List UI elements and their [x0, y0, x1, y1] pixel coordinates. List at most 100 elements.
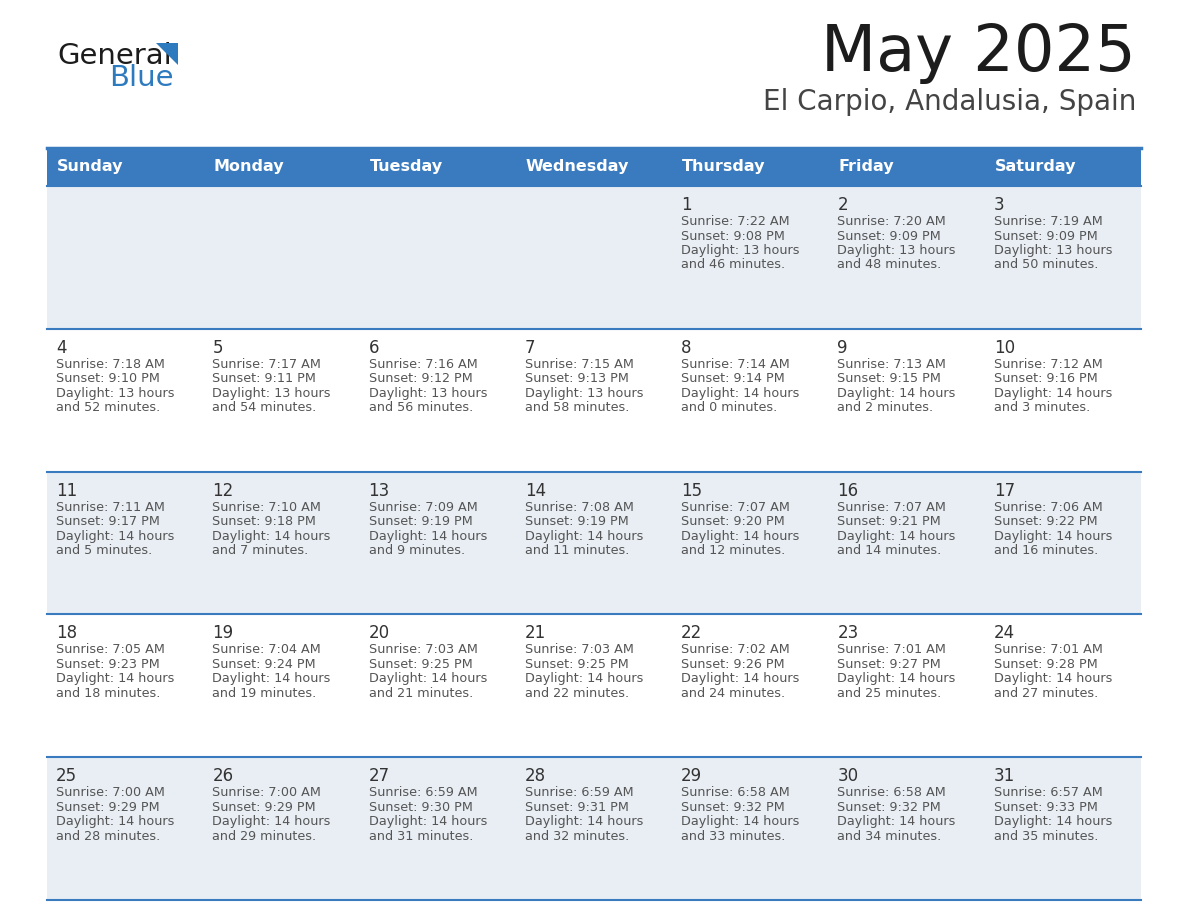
- Text: Sunrise: 7:03 AM: Sunrise: 7:03 AM: [368, 644, 478, 656]
- Bar: [360, 757, 516, 900]
- Bar: [203, 148, 360, 186]
- Text: 16: 16: [838, 482, 859, 499]
- Bar: [985, 757, 1140, 900]
- Text: and 18 minutes.: and 18 minutes.: [56, 687, 160, 700]
- Text: and 56 minutes.: and 56 minutes.: [368, 401, 473, 414]
- Text: Daylight: 14 hours: Daylight: 14 hours: [368, 530, 487, 543]
- Text: Sunrise: 6:57 AM: Sunrise: 6:57 AM: [993, 786, 1102, 800]
- Text: and 33 minutes.: and 33 minutes.: [681, 830, 785, 843]
- Bar: [828, 472, 985, 614]
- Text: 27: 27: [368, 767, 390, 785]
- Text: Sunrise: 7:09 AM: Sunrise: 7:09 AM: [368, 500, 478, 513]
- Bar: [48, 329, 203, 472]
- Text: 18: 18: [56, 624, 77, 643]
- Text: 25: 25: [56, 767, 77, 785]
- Bar: [516, 329, 672, 472]
- Bar: [360, 329, 516, 472]
- Text: El Carpio, Andalusia, Spain: El Carpio, Andalusia, Spain: [763, 88, 1136, 116]
- Text: Sunrise: 7:18 AM: Sunrise: 7:18 AM: [56, 358, 165, 371]
- Polygon shape: [156, 43, 178, 65]
- Text: and 11 minutes.: and 11 minutes.: [525, 544, 630, 557]
- Text: Sunset: 9:33 PM: Sunset: 9:33 PM: [993, 800, 1098, 813]
- Text: Sunrise: 7:11 AM: Sunrise: 7:11 AM: [56, 500, 165, 513]
- Text: Sunrise: 7:15 AM: Sunrise: 7:15 AM: [525, 358, 633, 371]
- Text: Sunset: 9:20 PM: Sunset: 9:20 PM: [681, 515, 785, 528]
- Text: Friday: Friday: [839, 160, 895, 174]
- Text: Daylight: 14 hours: Daylight: 14 hours: [838, 672, 956, 686]
- Text: Sunset: 9:23 PM: Sunset: 9:23 PM: [56, 658, 159, 671]
- Text: Sunrise: 7:07 AM: Sunrise: 7:07 AM: [838, 500, 947, 513]
- Text: Daylight: 13 hours: Daylight: 13 hours: [213, 386, 330, 400]
- Bar: [672, 614, 828, 757]
- Text: and 9 minutes.: and 9 minutes.: [368, 544, 465, 557]
- Bar: [48, 472, 203, 614]
- Text: 21: 21: [525, 624, 546, 643]
- Text: 5: 5: [213, 339, 223, 357]
- Text: and 46 minutes.: and 46 minutes.: [681, 259, 785, 272]
- Text: Sunset: 9:09 PM: Sunset: 9:09 PM: [838, 230, 941, 242]
- Text: 31: 31: [993, 767, 1015, 785]
- Bar: [203, 472, 360, 614]
- Text: Sunrise: 7:03 AM: Sunrise: 7:03 AM: [525, 644, 633, 656]
- Bar: [48, 148, 203, 186]
- Bar: [203, 614, 360, 757]
- Bar: [360, 148, 516, 186]
- Bar: [672, 757, 828, 900]
- Text: Sunrise: 7:05 AM: Sunrise: 7:05 AM: [56, 644, 165, 656]
- Text: Daylight: 13 hours: Daylight: 13 hours: [525, 386, 644, 400]
- Bar: [828, 329, 985, 472]
- Text: Daylight: 14 hours: Daylight: 14 hours: [56, 672, 175, 686]
- Text: Daylight: 14 hours: Daylight: 14 hours: [681, 672, 800, 686]
- Text: Daylight: 14 hours: Daylight: 14 hours: [213, 530, 330, 543]
- Bar: [985, 329, 1140, 472]
- Text: and 12 minutes.: and 12 minutes.: [681, 544, 785, 557]
- Text: Sunset: 9:17 PM: Sunset: 9:17 PM: [56, 515, 160, 528]
- Text: and 2 minutes.: and 2 minutes.: [838, 401, 934, 414]
- Text: and 3 minutes.: and 3 minutes.: [993, 401, 1089, 414]
- Text: Daylight: 13 hours: Daylight: 13 hours: [838, 244, 956, 257]
- Text: Sunrise: 7:07 AM: Sunrise: 7:07 AM: [681, 500, 790, 513]
- Text: Thursday: Thursday: [682, 160, 765, 174]
- Text: Daylight: 14 hours: Daylight: 14 hours: [681, 530, 800, 543]
- Text: Sunset: 9:24 PM: Sunset: 9:24 PM: [213, 658, 316, 671]
- Text: Sunset: 9:27 PM: Sunset: 9:27 PM: [838, 658, 941, 671]
- Text: and 50 minutes.: and 50 minutes.: [993, 259, 1098, 272]
- Text: Daylight: 14 hours: Daylight: 14 hours: [368, 672, 487, 686]
- Text: and 14 minutes.: and 14 minutes.: [838, 544, 942, 557]
- Bar: [516, 757, 672, 900]
- Bar: [360, 472, 516, 614]
- Text: Sunset: 9:29 PM: Sunset: 9:29 PM: [56, 800, 159, 813]
- Bar: [360, 186, 516, 329]
- Text: 20: 20: [368, 624, 390, 643]
- Text: Sunset: 9:31 PM: Sunset: 9:31 PM: [525, 800, 628, 813]
- Text: May 2025: May 2025: [821, 22, 1136, 84]
- Text: 30: 30: [838, 767, 859, 785]
- Text: Sunrise: 7:13 AM: Sunrise: 7:13 AM: [838, 358, 947, 371]
- Text: General: General: [57, 42, 172, 70]
- Text: Sunset: 9:32 PM: Sunset: 9:32 PM: [838, 800, 941, 813]
- Text: Sunrise: 6:58 AM: Sunrise: 6:58 AM: [838, 786, 946, 800]
- Text: 19: 19: [213, 624, 233, 643]
- Text: Sunset: 9:14 PM: Sunset: 9:14 PM: [681, 373, 785, 386]
- Text: Daylight: 13 hours: Daylight: 13 hours: [681, 244, 800, 257]
- Bar: [48, 186, 203, 329]
- Text: and 0 minutes.: and 0 minutes.: [681, 401, 777, 414]
- Text: 9: 9: [838, 339, 848, 357]
- Bar: [516, 186, 672, 329]
- Text: Daylight: 14 hours: Daylight: 14 hours: [838, 815, 956, 828]
- Bar: [360, 614, 516, 757]
- Text: and 25 minutes.: and 25 minutes.: [838, 687, 942, 700]
- Text: Sunset: 9:19 PM: Sunset: 9:19 PM: [368, 515, 473, 528]
- Text: and 24 minutes.: and 24 minutes.: [681, 687, 785, 700]
- Text: 8: 8: [681, 339, 691, 357]
- Bar: [985, 186, 1140, 329]
- Text: 4: 4: [56, 339, 67, 357]
- Text: Sunset: 9:32 PM: Sunset: 9:32 PM: [681, 800, 785, 813]
- Text: Sunrise: 7:01 AM: Sunrise: 7:01 AM: [838, 644, 947, 656]
- Text: 15: 15: [681, 482, 702, 499]
- Text: 1: 1: [681, 196, 691, 214]
- Text: 29: 29: [681, 767, 702, 785]
- Text: and 31 minutes.: and 31 minutes.: [368, 830, 473, 843]
- Text: 22: 22: [681, 624, 702, 643]
- Text: Sunset: 9:19 PM: Sunset: 9:19 PM: [525, 515, 628, 528]
